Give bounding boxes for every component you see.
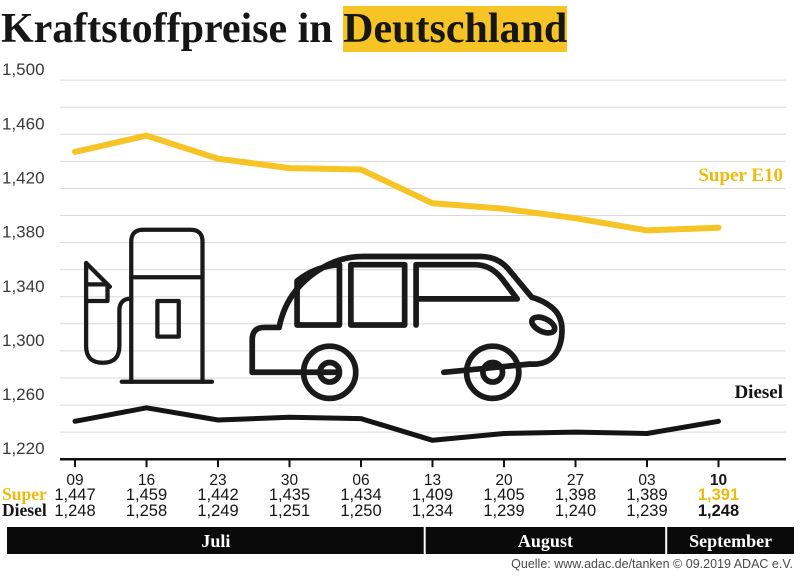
svg-text:1,239: 1,239 [483,502,524,520]
svg-text:1,251: 1,251 [269,502,310,520]
svg-text:1,500: 1,500 [2,60,45,79]
svg-text:Diesel: Diesel [2,500,47,520]
svg-text:Quelle: www.adac.de/tanken ©: Quelle: www.adac.de/tanken © 09.2019 ADA… [511,557,793,571]
svg-text:1,248: 1,248 [54,502,95,520]
svg-text:1,300: 1,300 [2,331,45,350]
svg-text:1,420: 1,420 [2,169,45,188]
svg-text:Super E10: Super E10 [698,165,783,186]
svg-text:Diesel: Diesel [734,382,783,403]
svg-text:1,220: 1,220 [2,439,45,458]
svg-text:1,260: 1,260 [2,385,45,404]
svg-text:1,240: 1,240 [555,502,596,520]
svg-text:1,258: 1,258 [126,502,167,520]
svg-text:1,249: 1,249 [197,502,238,520]
svg-text:1,340: 1,340 [2,277,45,296]
svg-text:Juli: Juli [201,531,230,551]
svg-text:1,380: 1,380 [2,223,45,242]
svg-text:1,239: 1,239 [626,502,667,520]
svg-text:1,250: 1,250 [340,502,381,520]
svg-text:1,460: 1,460 [2,114,45,133]
svg-text:September: September [689,531,772,551]
svg-text:1,234: 1,234 [412,502,453,520]
svg-text:August: August [518,531,573,551]
svg-text:1,248: 1,248 [698,502,739,520]
